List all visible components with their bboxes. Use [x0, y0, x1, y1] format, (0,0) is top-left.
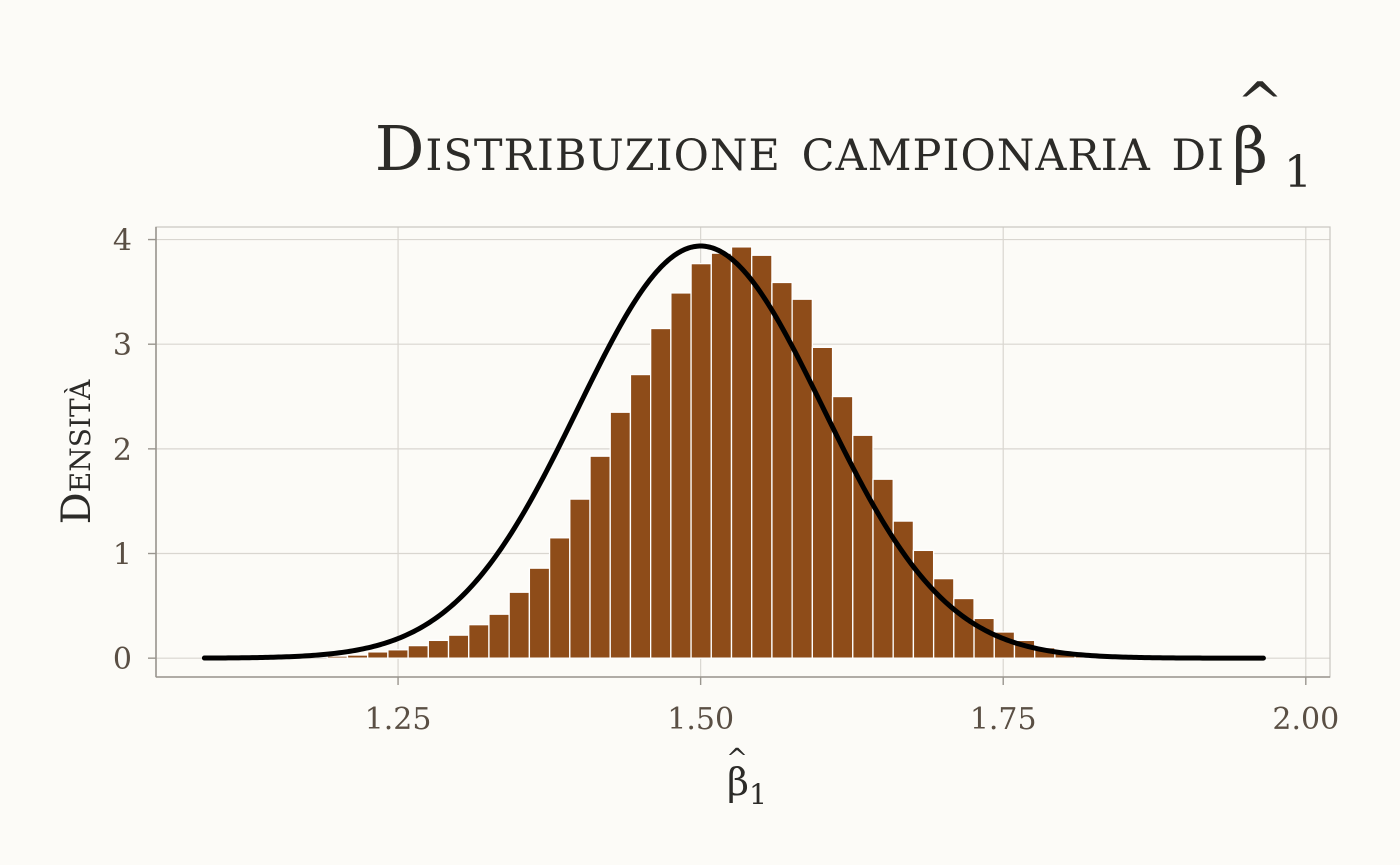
histogram-bar [528, 567, 551, 659]
axis-ticks: 1.25 1.50 1.75 2.00 0 1 2 3 4 [113, 224, 1339, 737]
histogram-bars [326, 246, 1096, 659]
chart-title-text: Distribuzione campionaria di [375, 112, 1225, 185]
x-axis-label-subscript: 1 [749, 778, 767, 811]
y-tick-label: 0 [113, 642, 132, 677]
histogram-bar [690, 262, 712, 659]
x-axis-label: β ^ 1 [726, 744, 767, 811]
histogram-bar [751, 254, 773, 659]
chart-title-subscript: 1 [1284, 147, 1312, 198]
chart-title-symbol: β [1232, 114, 1268, 187]
chart-title-hat: ^ [1237, 71, 1284, 136]
histogram-bar [629, 373, 652, 659]
histogram-bar [488, 613, 510, 659]
histogram-bar [548, 537, 571, 659]
x-tick-label: 2.00 [1272, 702, 1339, 737]
x-axis-label-hat: ^ [726, 744, 748, 774]
histogram-bar [650, 327, 672, 659]
x-axis-label-symbol: β [727, 760, 749, 804]
x-tick-label: 1.75 [970, 702, 1037, 737]
normal-density-curve [201, 243, 1266, 661]
histogram-bar [609, 411, 632, 659]
y-axis-label: Densità [54, 379, 100, 524]
y-tick-label: 2 [113, 433, 132, 468]
y-tick-label: 4 [113, 224, 132, 259]
histogram-bar [710, 252, 733, 659]
histogram-bar [468, 624, 490, 659]
histogram-bar [912, 549, 935, 659]
histogram-bar [367, 651, 389, 659]
histogram-bar [953, 597, 975, 659]
histogram-bar [730, 246, 753, 659]
x-tick-label: 1.25 [365, 702, 432, 737]
histogram-bar [508, 591, 531, 659]
histogram-bar [326, 655, 349, 659]
histogram-bar [447, 634, 470, 659]
chart-title: Distribuzione campionaria di β ^ 1 [375, 71, 1312, 198]
histogram-bar [427, 639, 450, 659]
histogram-bar [670, 292, 692, 659]
histogram-bar [387, 649, 409, 659]
histogram-bar [346, 654, 369, 659]
y-tick-label: 3 [113, 328, 132, 363]
histogram-bar [589, 455, 611, 659]
histogram-bar [569, 498, 591, 659]
x-tick-label: 1.50 [667, 702, 734, 737]
y-tick-label: 1 [113, 538, 132, 573]
histogram-bar [407, 644, 429, 659]
